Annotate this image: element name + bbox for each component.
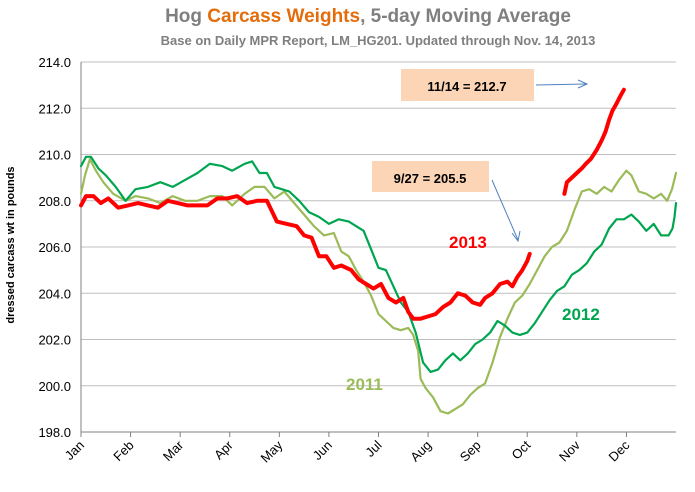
annotation-box <box>372 161 489 192</box>
y-tick-label: 204.0 <box>38 286 71 301</box>
y-tick-label: 210.0 <box>38 148 71 163</box>
x-tick-label: Oct <box>508 437 533 462</box>
y-axis-ticks: 214.0 212.0 210.0 208.0 206.0 204.0 202.0 200.0… <box>38 55 71 440</box>
annotation-text: 11/14 = 212.7 <box>427 79 506 94</box>
x-tick-label: Jul <box>362 437 384 459</box>
y-tick-label: 208.0 <box>38 194 71 209</box>
arrowhead <box>511 230 521 243</box>
y-axis-label: dressed carcass wt in pounds <box>5 166 17 323</box>
x-tick-label: Jan <box>62 438 87 463</box>
x-tick-label: Apr <box>211 437 236 462</box>
series <box>79 87 678 415</box>
y-tick-label: 202.0 <box>38 333 71 348</box>
series-line-2012 <box>79 155 678 373</box>
x-tick-label: Jun <box>310 438 335 463</box>
x-tick-label: Dec <box>606 437 633 464</box>
annotation-arrow <box>535 83 587 86</box>
y-tick-label: 214.0 <box>38 55 71 70</box>
x-tick-label: Nov <box>556 437 583 464</box>
x-axis-ticks: Jan Feb Mar Apr May Jun Jul Aug Sep Oct Nov Dec <box>62 437 633 465</box>
series-line-2013-seg2 <box>562 87 626 196</box>
chart-title: Hog Carcass Weights, 5-day Moving Averag… <box>165 6 571 27</box>
series-label-2013: 2013 <box>449 233 487 252</box>
x-tick-label: May <box>257 437 285 465</box>
series-line-2013-seg1 <box>79 194 532 321</box>
y-tick-label: 206.0 <box>38 240 71 255</box>
x-tick-label: Sep <box>457 438 484 465</box>
annotation-text: 9/27 = 205.5 <box>394 171 467 186</box>
annotation-arrow <box>491 179 519 241</box>
y-tick-label: 200.0 <box>38 379 71 394</box>
x-tick-label: Feb <box>110 438 136 464</box>
annotation-box <box>401 69 534 101</box>
axes <box>80 62 676 437</box>
annotation-sep27: 9/27 = 205.5 <box>372 161 521 243</box>
x-tick-label: Aug <box>407 438 434 465</box>
series-line-2011 <box>79 158 678 415</box>
y-tick-label: 198.0 <box>38 425 71 440</box>
chart-subtitle: Base on Daily MPR Report, LM_HG201. Upda… <box>161 33 596 48</box>
series-label-2011: 2011 <box>346 375 383 394</box>
arrowhead <box>577 79 589 89</box>
series-label-2012: 2012 <box>562 305 600 324</box>
x-tick-label: Mar <box>160 437 187 464</box>
y-tick-label: 212.0 <box>38 101 71 116</box>
annotation-nov14: 11/14 = 212.7 <box>401 69 589 101</box>
